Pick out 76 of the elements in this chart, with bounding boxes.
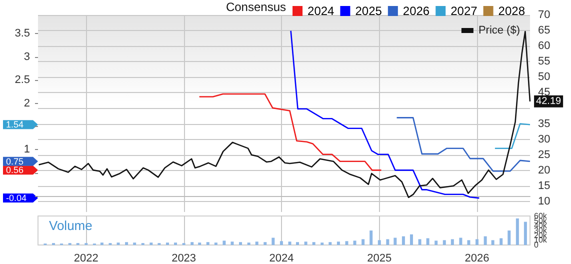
bar bbox=[345, 241, 348, 245]
y2-tick-label: 20 bbox=[538, 164, 550, 176]
bar bbox=[264, 242, 267, 245]
bar bbox=[442, 240, 446, 245]
bar bbox=[336, 242, 340, 245]
y-tick-label: 3.5 bbox=[14, 28, 30, 40]
line-series bbox=[198, 93, 382, 171]
legend-label: 2027 bbox=[450, 4, 478, 18]
x-tick-label: 2023 bbox=[172, 252, 196, 264]
legend-label: Price ($) bbox=[478, 24, 520, 36]
y-tick-label: 2 bbox=[24, 97, 30, 110]
bar bbox=[230, 242, 234, 245]
x-tick-label: 2025 bbox=[367, 252, 392, 264]
y2-tick-label: 30 bbox=[538, 133, 550, 146]
text: 0.75 bbox=[6, 156, 24, 166]
bar bbox=[394, 238, 397, 245]
bar bbox=[206, 242, 210, 245]
legend-label: 2025 bbox=[355, 4, 382, 18]
y2-tick-label: 70 bbox=[538, 9, 550, 21]
bar bbox=[304, 242, 308, 245]
x-tick-label: 2024 bbox=[269, 252, 294, 264]
legend-label: 2028 bbox=[498, 4, 526, 18]
bar bbox=[524, 222, 527, 245]
bar bbox=[484, 236, 487, 245]
y2-tick-label: 55 bbox=[538, 56, 550, 68]
y-tick-label: 1 bbox=[24, 144, 30, 156]
bar bbox=[280, 241, 283, 245]
line-series bbox=[396, 117, 531, 172]
bar bbox=[353, 240, 356, 245]
bar bbox=[402, 236, 405, 245]
y-tick-label: 2.5 bbox=[14, 74, 30, 86]
y-tick-label: 3 bbox=[24, 50, 30, 63]
text: 0.56 bbox=[6, 165, 24, 176]
bar bbox=[312, 242, 316, 245]
legend-label: 2026 bbox=[402, 4, 430, 18]
y2-tick-label: 35 bbox=[538, 118, 550, 130]
y2-tick-label: 10 bbox=[538, 195, 550, 208]
line-series bbox=[290, 30, 480, 199]
y2-tick-label: 15 bbox=[538, 180, 550, 192]
bar bbox=[378, 240, 381, 245]
bar bbox=[418, 239, 422, 245]
y2-tick-label: 60 bbox=[538, 40, 550, 52]
bar bbox=[288, 242, 292, 245]
bar bbox=[410, 234, 413, 245]
legend-label: 2024 bbox=[308, 4, 335, 18]
x-tick-label: 2022 bbox=[74, 252, 98, 264]
bar bbox=[255, 242, 258, 245]
bar bbox=[222, 240, 226, 245]
bar bbox=[491, 240, 494, 245]
bar bbox=[476, 239, 479, 245]
bar bbox=[328, 242, 332, 245]
y2-tick-label: 65 bbox=[538, 24, 550, 37]
bar bbox=[239, 242, 242, 245]
text: 1.54 bbox=[6, 120, 24, 130]
bar bbox=[450, 239, 454, 245]
data-label: 42.19 bbox=[536, 96, 562, 107]
bar bbox=[500, 238, 503, 245]
chart-title: Volume bbox=[49, 218, 92, 233]
x-tick-label: 2026 bbox=[464, 252, 490, 264]
bar bbox=[125, 242, 128, 245]
text: -0.04 bbox=[6, 193, 27, 204]
bar bbox=[459, 238, 462, 245]
bar bbox=[362, 239, 365, 245]
bar bbox=[296, 242, 300, 245]
bar bbox=[467, 240, 470, 245]
bar bbox=[434, 240, 438, 245]
bar bbox=[370, 230, 373, 245]
bar bbox=[386, 239, 390, 245]
y2-tick-label: 50 bbox=[538, 71, 550, 84]
legend-title: Consensus bbox=[226, 0, 286, 14]
bar bbox=[190, 242, 194, 245]
y2-tick-label: 25 bbox=[538, 148, 550, 161]
bar bbox=[272, 238, 275, 245]
bar bbox=[426, 238, 430, 245]
bar bbox=[508, 230, 511, 245]
bar bbox=[516, 218, 519, 245]
